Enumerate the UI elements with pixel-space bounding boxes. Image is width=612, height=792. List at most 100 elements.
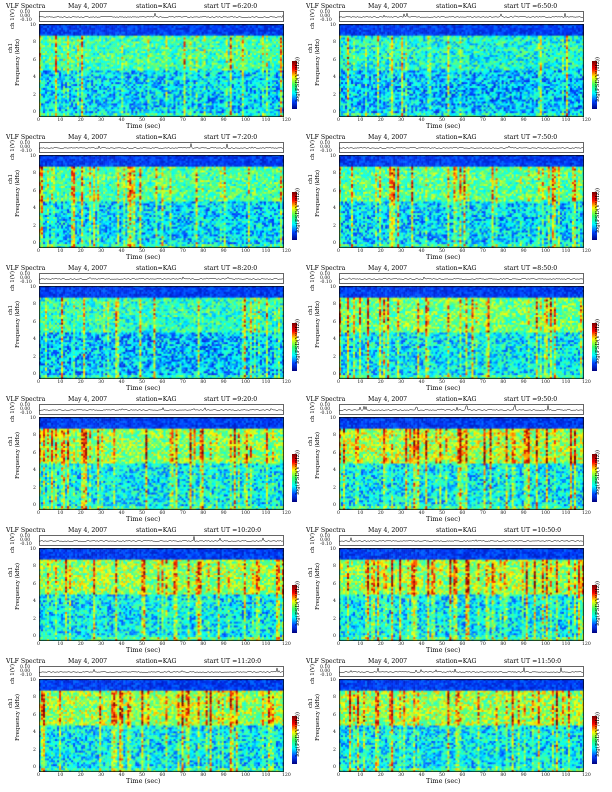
spectrogram-channel-label: ch1 xyxy=(8,436,14,447)
colorbar-label: log(PSD(V²/Hz)) xyxy=(595,57,601,102)
y-tick-label: 2 xyxy=(33,223,36,229)
panel-start: start UT =9:20:0 xyxy=(204,396,258,403)
x-tick-label: 120 xyxy=(282,379,291,385)
x-tick-label: 100 xyxy=(241,772,250,778)
y-tick-label: 4 xyxy=(333,75,336,81)
x-axis-label: Time (sec) xyxy=(426,777,461,785)
y-tick-label: 0 xyxy=(33,110,36,115)
panel-header: VLF Spectra May 4, 2007 station=KAG start U… xyxy=(306,658,602,666)
y-tick-label: 10 xyxy=(330,547,336,552)
panel-header: VLF Spectra May 4, 2007 station=KAG start U… xyxy=(306,527,602,535)
colorbar-label: log(PSD(V²/Hz)) xyxy=(295,319,301,364)
panel-title: VLF Spectra xyxy=(6,265,46,272)
panel-station: station=KAG xyxy=(136,527,177,534)
spectrogram-ylabel: Frequency (kHz) xyxy=(315,39,321,86)
ts-waveform xyxy=(39,143,284,149)
x-tick-label: 100 xyxy=(541,641,550,647)
ts-tick-label: 0.10 xyxy=(20,403,31,408)
ts-waveform xyxy=(39,406,284,411)
panel-title: VLF Spectra xyxy=(6,527,46,534)
panel-date: May 4, 2007 xyxy=(368,3,408,10)
spectrogram-panel: VLF Spectra May 4, 2007 station=KAG start U… xyxy=(306,134,602,261)
x-tick-label: 40 xyxy=(118,772,125,778)
x-tick-label: 0 xyxy=(37,510,40,516)
ts-axis-label: ch 1(V) xyxy=(10,140,16,161)
x-tick-label: 10 xyxy=(57,510,64,516)
x-tick-label: 110 xyxy=(561,641,571,647)
colorbar xyxy=(592,192,597,240)
y-tick-label: 6 xyxy=(33,57,36,63)
spectrogram-channel-label: ch1 xyxy=(308,174,314,185)
y-tick-label: 4 xyxy=(33,468,36,474)
y-tick-label: 4 xyxy=(33,75,36,81)
spectrogram-panel: VLF Spectra May 4, 2007 station=KAG start U… xyxy=(306,527,602,654)
x-tick-label: 40 xyxy=(118,641,125,647)
ts-axis-label: ch 1(V) xyxy=(310,271,316,292)
x-tick-label: 20 xyxy=(77,772,84,778)
y-tick-label: 2 xyxy=(33,92,36,98)
panel-date: May 4, 2007 xyxy=(68,134,108,141)
spectrogram-image xyxy=(339,548,584,641)
panel-start: start UT =11:50:0 xyxy=(504,658,562,665)
x-tick-label: 110 xyxy=(561,772,571,778)
colorbar xyxy=(592,454,597,502)
y-tick-label: 10 xyxy=(330,154,336,159)
y-tick-label: 0 xyxy=(333,765,336,770)
x-tick-label: 90 xyxy=(220,248,227,254)
x-tick-label: 10 xyxy=(57,248,64,254)
x-tick-label: 100 xyxy=(241,248,250,254)
spectrogram-ylabel: Frequency (kHz) xyxy=(15,694,21,741)
panel-station: station=KAG xyxy=(436,134,477,141)
x-tick-label: 0 xyxy=(337,772,340,778)
spectrogram-ylabel: Frequency (kHz) xyxy=(15,39,21,86)
x-tick-label: 120 xyxy=(282,510,291,516)
x-tick-label: 40 xyxy=(118,379,125,385)
x-tick-label: 50 xyxy=(139,248,145,254)
x-tick-label: 40 xyxy=(418,117,425,123)
x-tick-label: 120 xyxy=(282,772,291,778)
spectrogram-ylabel: Frequency (kHz) xyxy=(315,694,321,741)
ts-axis-label: ch 1(V) xyxy=(10,402,16,423)
colorbar xyxy=(592,585,597,633)
x-tick-label: 100 xyxy=(241,641,250,647)
spectrogram-image xyxy=(39,548,284,641)
ts-tick-label: 0.00 xyxy=(20,276,31,281)
colorbar xyxy=(292,323,297,371)
panel-station: station=KAG xyxy=(436,527,477,534)
x-tick-label: 120 xyxy=(282,641,291,647)
x-tick-label: 100 xyxy=(241,510,250,516)
x-tick-label: 0 xyxy=(37,772,40,778)
x-axis-label: Time (sec) xyxy=(126,253,161,261)
colorbar-label: log(PSD(V²/Hz)) xyxy=(295,188,301,233)
panel-title: VLF Spectra xyxy=(306,134,346,141)
y-tick-label: 8 xyxy=(333,695,336,701)
ts-plot xyxy=(339,666,584,677)
colorbar-label: log(PSD(V²/Hz)) xyxy=(295,712,301,757)
panel-start: start UT =7:20:0 xyxy=(204,134,258,141)
panel-station: station=KAG xyxy=(436,265,477,272)
ts-plot xyxy=(39,142,284,153)
x-tick-label: 10 xyxy=(357,641,364,647)
y-tick-label: 8 xyxy=(33,695,36,701)
ts-waveform xyxy=(39,536,284,542)
spectrogram-image xyxy=(339,286,584,379)
y-tick-label: 10 xyxy=(30,416,36,421)
ts-tick-label: 0.10 xyxy=(320,141,331,146)
x-tick-label: 80 xyxy=(500,117,507,123)
panel-title: VLF Spectra xyxy=(306,396,346,403)
panel-start: start UT =6:50:0 xyxy=(504,3,558,10)
y-tick-label: 4 xyxy=(333,599,336,605)
panel-start: start UT =10:50:0 xyxy=(504,527,562,534)
y-tick-label: 10 xyxy=(30,678,36,683)
x-tick-label: 70 xyxy=(179,772,186,778)
x-tick-label: 50 xyxy=(139,772,145,778)
x-tick-label: 50 xyxy=(139,641,145,647)
x-tick-label: 50 xyxy=(439,248,445,254)
x-tick-label: 110 xyxy=(261,117,271,123)
y-tick-label: 10 xyxy=(330,416,336,421)
ts-plot xyxy=(339,535,584,546)
x-tick-label: 20 xyxy=(377,379,384,385)
ts-tick-label: 0.00 xyxy=(320,14,331,19)
panel-station: station=KAG xyxy=(136,3,177,10)
x-tick-label: 70 xyxy=(479,117,486,123)
